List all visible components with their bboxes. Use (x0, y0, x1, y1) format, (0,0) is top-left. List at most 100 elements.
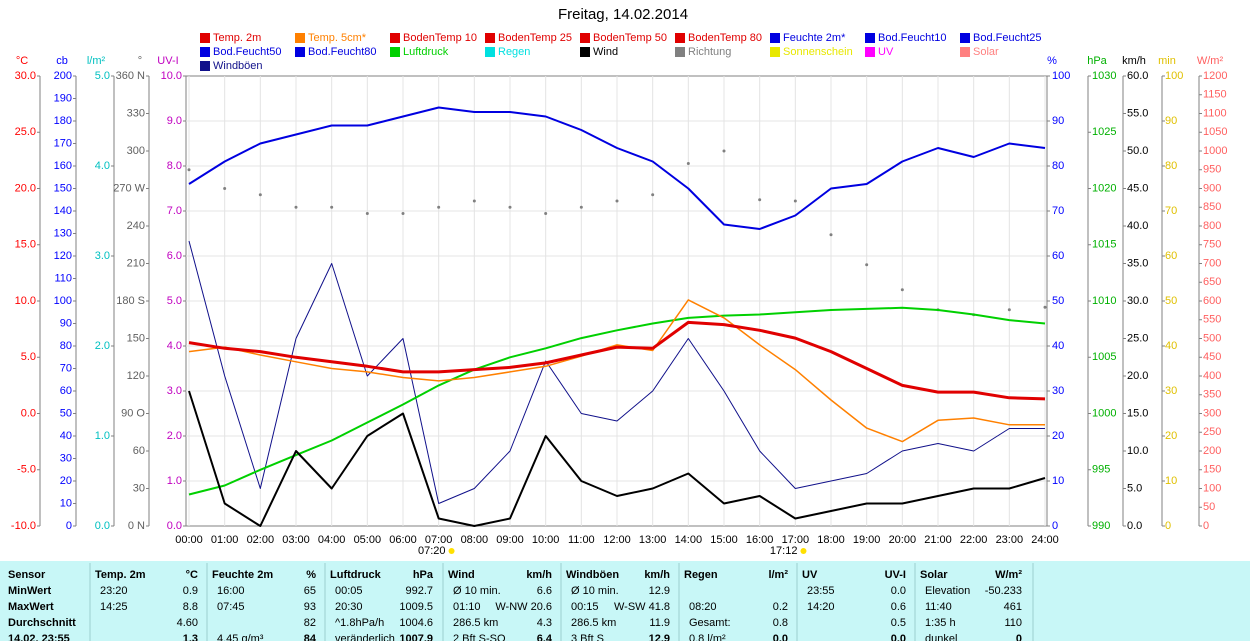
y-tick-label: 60 (1052, 250, 1064, 262)
table-cell: 93 (304, 601, 316, 613)
table-header: Regen (684, 569, 718, 581)
y-tick-label: 50.0 (1127, 145, 1148, 157)
table-cell: 992.7 (405, 585, 433, 597)
y-tick-label: 1030 (1092, 70, 1116, 82)
table-cell: 11:40 (925, 601, 952, 613)
series-line (188, 390, 1046, 527)
axis-label: cb (56, 55, 68, 67)
legend-swatch (865, 47, 875, 57)
x-tick-label: 08:00 (461, 534, 489, 546)
table-cell: 0 (1016, 633, 1022, 641)
y-tick-label: -5.0 (17, 464, 36, 476)
x-tick-label: 18:00 (817, 534, 845, 546)
table-cell: 1009.5 (399, 601, 433, 613)
y-tick-label: 90 (1165, 115, 1177, 127)
y-tick-label: 70 (1052, 205, 1064, 217)
direction-dot (686, 162, 690, 165)
y-tick-label: 120 (54, 250, 72, 262)
axis-label: hPa (1087, 55, 1107, 67)
legend-swatch (675, 47, 685, 57)
y-tick-label: 995 (1092, 464, 1110, 476)
legend-label: BodenTemp 80 (688, 32, 762, 44)
y-tick-label: 30 (1165, 385, 1177, 397)
legend-swatch (295, 33, 305, 43)
table-cell: 16:00 (217, 585, 245, 597)
table-cell: 4.60 (177, 617, 198, 629)
y-tick-label: 60 (60, 385, 72, 397)
y-tick-label: 6.0 (167, 250, 182, 262)
y-tick-label: 2.0 (95, 340, 110, 352)
y-tick-label: 30.0 (15, 70, 36, 82)
table-cell: MaxWert (8, 601, 54, 613)
table-cell: 0.2 (773, 601, 788, 613)
y-tick-label: 60.0 (1127, 70, 1148, 82)
y-tick-label: 30 (60, 452, 72, 464)
table-cell: Gesamt: (689, 617, 731, 629)
table-cell: 6.6 (537, 585, 552, 597)
y-tick-label: 70 (60, 362, 72, 374)
y-tick-label: -10.0 (11, 520, 36, 532)
legend-label: Sonnenschein (783, 46, 853, 58)
x-tick-label: 11:00 (568, 534, 595, 546)
table-cell: 0.6 (891, 601, 906, 613)
annotation: 17:12 (770, 545, 798, 557)
y-tick-label: 120 (127, 370, 145, 382)
x-tick-label: 17:00 (782, 534, 810, 546)
x-tick-label: 22:00 (960, 534, 988, 546)
legend-swatch (675, 33, 685, 43)
sun-marker (800, 548, 807, 554)
y-tick-label: 0.0 (167, 520, 182, 532)
y-tick-label: 70 (1165, 205, 1177, 217)
direction-dot (437, 205, 441, 209)
y-tick-label: 4.0 (95, 160, 110, 172)
direction-dot (722, 149, 726, 153)
x-tick-label: 14:00 (675, 534, 703, 546)
y-tick-label: 300 (1203, 407, 1221, 419)
table-cell: 14.02. 23:55 (8, 633, 70, 641)
x-tick-label: 15:00 (710, 534, 738, 546)
y-tick-label: 80 (60, 340, 72, 352)
y-tick-label: 15.0 (15, 239, 36, 251)
y-tick-label: 40 (1165, 340, 1177, 352)
y-tick-label: 1.0 (95, 430, 110, 442)
y-tick-label: 20 (1052, 430, 1064, 442)
table-cell: W-SW 41.8 (614, 601, 670, 613)
x-tick-label: 01:00 (211, 534, 239, 546)
y-tick-label: 50 (1165, 295, 1177, 307)
y-tick-label: 990 (1092, 520, 1110, 532)
table-cell: 14:20 (807, 601, 835, 613)
direction-dot (758, 198, 762, 202)
table-cell: 3 Bft S (571, 633, 604, 641)
y-tick-label: 4.0 (167, 340, 182, 352)
direction-dot (365, 212, 369, 215)
y-tick-label: 330 (127, 107, 145, 119)
table-cell: 1:35 h (925, 617, 956, 629)
table-header: UV-I (885, 569, 906, 581)
y-tick-label: 850 (1203, 201, 1221, 213)
legend-label: Bod.Feucht25 (973, 32, 1042, 44)
table-cell: 0.5 (891, 617, 906, 629)
table-cell: 1007.9 (399, 633, 433, 641)
y-tick-label: 50 (1052, 295, 1064, 307)
legend-label: Luftdruck (403, 46, 449, 58)
y-tick-label: 40 (1052, 340, 1064, 352)
axis-label: l/m² (87, 55, 106, 67)
y-tick-label: 100 (1165, 70, 1183, 82)
y-tick-label: 400 (1203, 370, 1221, 382)
table-background (0, 561, 1250, 641)
legend-swatch (770, 47, 780, 57)
y-tick-label: 45.0 (1127, 182, 1148, 194)
x-tick-label: 23:00 (996, 534, 1024, 546)
x-tick-label: 10:00 (532, 534, 560, 546)
table-cell: 20:30 (335, 601, 363, 613)
series-line (188, 299, 1045, 443)
series-line (188, 306, 1046, 496)
legend-label: BodenTemp 10 (403, 32, 477, 44)
y-tick-label: 20.0 (1127, 370, 1148, 382)
y-tick-label: 1020 (1092, 182, 1116, 194)
table-cell: 4.45 g/m³ (217, 633, 264, 641)
direction-dot (401, 212, 405, 215)
y-tick-label: 300 (127, 145, 145, 157)
table-cell: 286.5 km (453, 617, 498, 629)
